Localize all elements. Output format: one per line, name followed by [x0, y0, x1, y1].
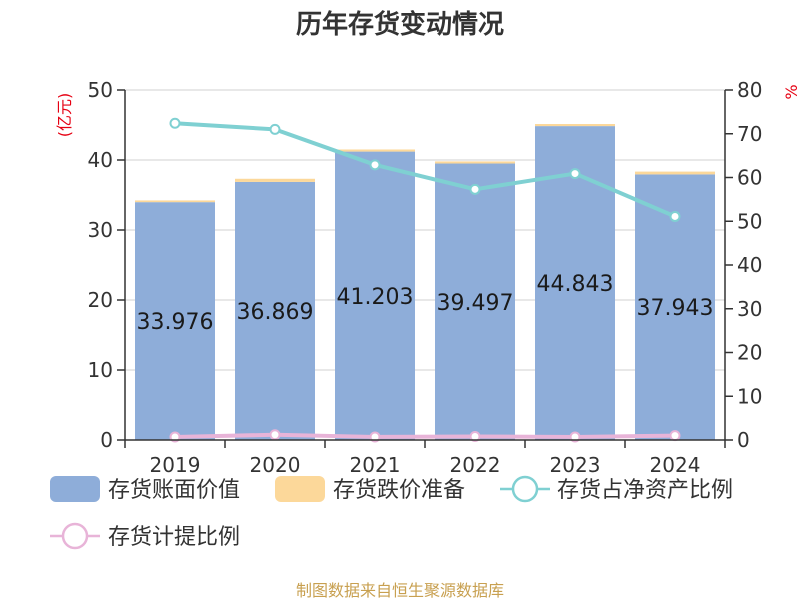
left-axis-unit: (亿元) — [55, 93, 74, 138]
left-tick-label: 50 — [88, 78, 113, 102]
line-point — [269, 429, 281, 441]
left-tick-label: 40 — [88, 148, 113, 172]
line-point — [369, 431, 381, 443]
bar-data-label: 37.943 — [637, 296, 714, 321]
right-tick-label: 30 — [737, 297, 762, 321]
left-tick-label: 20 — [88, 288, 113, 312]
line-point — [169, 117, 181, 129]
bar-impairment-provision — [235, 178, 315, 182]
axes: 0 10 20 30 40 50 0 10 20 30 40 50 60 70 80 2019 2020 2021… — [88, 78, 763, 477]
bar-impairment-provision — [435, 161, 515, 164]
bar-data-label: 39.497 — [437, 291, 514, 316]
legend-marker — [61, 522, 89, 550]
x-tick-label: 2022 — [450, 453, 501, 477]
line-point — [269, 123, 281, 135]
left-tick-label: 10 — [88, 358, 113, 382]
bar-book-value — [435, 163, 515, 440]
line-point — [669, 430, 681, 442]
line-point — [469, 183, 481, 195]
x-tick-label: 2019 — [150, 453, 201, 477]
line-point — [369, 159, 381, 171]
bar-data-label: 33.976 — [137, 310, 214, 335]
line-provision-ratio — [174, 432, 676, 439]
left-tick-label: 30 — [88, 218, 113, 242]
legend-label: 存货跌价准备 — [333, 478, 465, 503]
legend-label: 存货计提比例 — [108, 525, 240, 550]
right-tick-label: 60 — [737, 166, 762, 190]
bar-book-value — [335, 151, 415, 441]
bars — [135, 123, 715, 441]
bar-book-value — [135, 202, 215, 440]
bar-data-label: 44.843 — [537, 272, 614, 297]
bar-data-label: 41.203 — [337, 285, 414, 310]
x-tick-label: 2024 — [650, 453, 701, 477]
line-series — [169, 117, 681, 443]
x-tick-label: 2023 — [550, 453, 601, 477]
chart-title: 历年存货变动情况 — [296, 9, 504, 40]
bar-impairment-provision — [335, 149, 415, 152]
line-point — [469, 431, 481, 442]
right-axis-unit: % — [782, 84, 800, 99]
legend-swatch — [275, 476, 325, 502]
right-tick-label: 20 — [737, 341, 762, 365]
right-tick-label: 10 — [737, 384, 762, 408]
right-tick-label: 80 — [737, 78, 762, 102]
source-note: 制图数据来自恒生聚源数据库 — [296, 581, 504, 600]
line-point — [169, 431, 181, 443]
x-tick-label: 2020 — [250, 453, 301, 477]
bar-data-label: 36.869 — [237, 300, 314, 325]
bar-data-labels: 33.976 36.869 41.203 39.497 44.843 37.943 — [137, 272, 714, 335]
left-tick-label: 0 — [100, 428, 113, 452]
bar-impairment-provision — [635, 171, 715, 175]
legend-label: 存货占净资产比例 — [557, 478, 733, 503]
legend-swatch — [50, 476, 100, 502]
legend-label: 存货账面价值 — [108, 478, 240, 503]
x-tick-label: 2021 — [350, 453, 401, 477]
right-tick-label: 0 — [737, 428, 750, 452]
line-inventory-to-net-assets — [174, 121, 676, 219]
right-tick-label: 40 — [737, 253, 762, 277]
bar-book-value — [235, 181, 315, 441]
bar-impairment-provision — [135, 200, 215, 203]
right-tick-label: 50 — [737, 209, 762, 233]
line-point — [569, 431, 581, 443]
line-point — [669, 210, 681, 222]
legend-marker — [511, 475, 539, 503]
line-point — [569, 168, 581, 180]
gridlines — [125, 89, 725, 371]
bar-impairment-provision — [535, 123, 615, 127]
right-tick-label: 70 — [737, 122, 762, 146]
